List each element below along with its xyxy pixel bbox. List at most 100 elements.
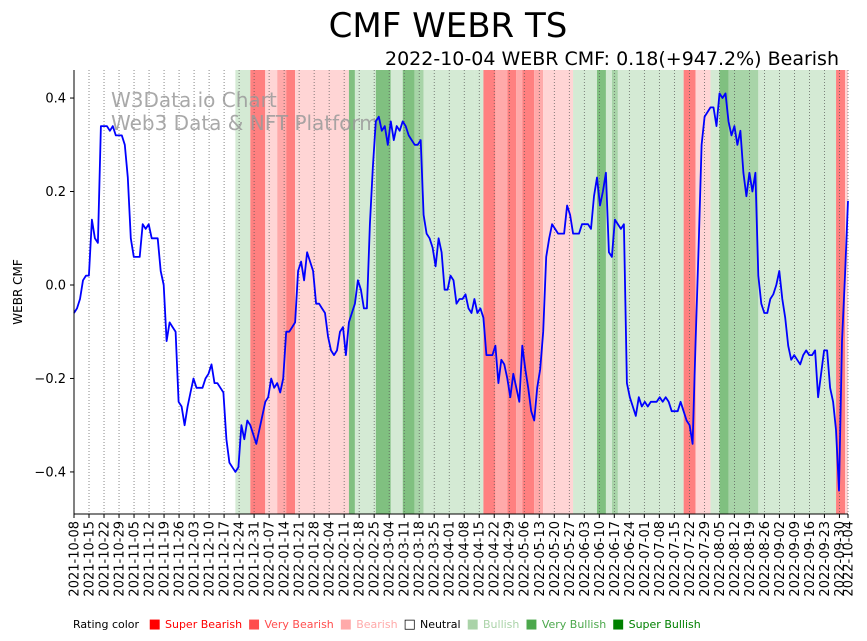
x-tick-label-49: 2022-09-16 xyxy=(803,521,818,597)
x-tick-label-52: 2022-10-04 xyxy=(842,521,857,597)
x-tick-label-32: 2022-05-20 xyxy=(548,521,563,597)
series-layer xyxy=(73,92,849,492)
x-tick-label-46: 2022-08-26 xyxy=(758,521,773,597)
rating-region-26 xyxy=(611,70,618,514)
x-ticks: 2021-10-08 2021-10-15 2021-10-22 2021-10-29… xyxy=(68,514,857,597)
legend-label: Super Bearish xyxy=(164,618,243,631)
legend-title: Rating color xyxy=(73,618,140,631)
y-ticks: 0.4 0.2 0.0 −0.2 −0.4 xyxy=(34,92,74,480)
legend-label: Very Bullish xyxy=(541,618,607,631)
x-gridlines xyxy=(73,70,849,514)
x-tick-label-51: 2022-09-30 xyxy=(833,521,848,597)
chart-title: CMF WEBR TS xyxy=(329,6,568,46)
x-tick-label-33: 2022-05-27 xyxy=(563,521,578,597)
x-tick-label-10: 2021-12-17 xyxy=(218,521,233,597)
x-tick-label-2: 2021-10-22 xyxy=(98,521,113,597)
legend-label: Bullish xyxy=(483,618,520,631)
watermark: W3Data.io Chart Web3 Data & NFT Platform xyxy=(111,88,379,135)
x-tick-label-0: 2021-10-08 xyxy=(68,521,83,597)
rating-region-34 xyxy=(836,70,846,514)
x-tick-label-8: 2021-12-03 xyxy=(188,521,203,597)
rating-region-30 xyxy=(710,70,720,514)
x-tick-label-7: 2021-11-26 xyxy=(173,521,188,597)
x-tick-label-24: 2022-03-25 xyxy=(428,521,443,597)
x-tick-label-35: 2022-06-10 xyxy=(593,521,608,597)
legend-item-very-bullish: ■ Very Bullish xyxy=(525,617,607,632)
x-tick-label-18: 2022-02-11 xyxy=(338,521,353,597)
x-tick-label-17: 2022-02-04 xyxy=(323,521,338,597)
y-tick-label-1: 0.2 xyxy=(45,185,66,200)
x-tick-label-14: 2022-01-14 xyxy=(278,521,293,597)
x-tick-label-50: 2022-09-23 xyxy=(818,521,833,597)
legend-label: Very Bearish xyxy=(264,618,334,631)
x-tick-label-40: 2022-07-15 xyxy=(668,521,683,597)
x-tick-label-22: 2022-03-11 xyxy=(398,521,413,597)
x-tick-label-47: 2022-09-02 xyxy=(773,521,788,597)
x-tick-label-4: 2021-11-05 xyxy=(128,521,143,597)
legend: Rating color ■ Super Bearish ■ Very Beari… xyxy=(73,617,707,632)
x-tick-label-21: 2022-03-04 xyxy=(383,521,398,597)
rating-region-10 xyxy=(390,70,403,514)
x-tick-label-38: 2022-07-01 xyxy=(638,521,653,597)
rating-region-27 xyxy=(617,70,684,514)
rating-region-1 xyxy=(235,70,251,514)
rating-region-29 xyxy=(695,70,711,514)
y-tick-label-0: 0.4 xyxy=(45,92,66,107)
rating-region-19 xyxy=(522,70,535,514)
x-tick-label-48: 2022-09-09 xyxy=(788,521,803,597)
legend-swatch-icon: ■ xyxy=(148,617,165,632)
legend-item-super-bearish: ■ Super Bearish xyxy=(148,617,243,632)
x-tick-label-31: 2022-05-13 xyxy=(533,521,548,597)
x-tick-label-1: 2021-10-15 xyxy=(83,521,98,597)
y-axis-label: WEBR CMF xyxy=(11,259,25,325)
x-tick-label-30: 2022-05-06 xyxy=(518,521,533,597)
rating-region-2 xyxy=(250,70,266,514)
rating-region-4 xyxy=(277,70,287,514)
x-tick-label-13: 2022-01-07 xyxy=(263,521,278,597)
x-tick-label-43: 2022-08-05 xyxy=(713,521,728,597)
x-tick-label-19: 2022-02-18 xyxy=(353,521,368,597)
x-tick-label-3: 2021-10-29 xyxy=(113,521,128,597)
legend-swatch-icon: ■ xyxy=(612,617,629,632)
x-tick-label-36: 2022-06-17 xyxy=(608,521,623,597)
x-tick-label-5: 2021-11-12 xyxy=(143,521,158,597)
chart-subtitle: 2022-10-04 WEBR CMF: 0.18(+947.2%) Beari… xyxy=(385,48,839,70)
x-tick-label-11: 2021-12-24 xyxy=(233,521,248,597)
x-tick-label-27: 2022-04-15 xyxy=(473,521,488,597)
rating-region-3 xyxy=(265,70,278,514)
rating-region-6 xyxy=(295,70,349,514)
y-tick-label-4: −0.4 xyxy=(34,465,66,480)
rating-region-7 xyxy=(348,70,355,514)
rating-region-17 xyxy=(507,70,517,514)
x-tick-label-23: 2022-03-18 xyxy=(413,521,428,597)
legend-item-neutral: □ Neutral xyxy=(403,617,461,632)
y-tick-label-2: 0.0 xyxy=(45,278,66,293)
rating-region-25 xyxy=(605,70,612,514)
legend-swatch-icon: ■ xyxy=(466,617,483,632)
rating-region-31 xyxy=(719,70,729,514)
legend-item-very-bearish: ■ Very Bearish xyxy=(248,617,334,632)
rating-region-18 xyxy=(516,70,523,514)
x-tick-label-42: 2022-07-29 xyxy=(698,521,713,597)
rating-regions xyxy=(235,70,848,514)
legend-swatch-icon: ■ xyxy=(339,617,357,632)
rating-region-5 xyxy=(286,70,296,514)
rating-region-22 xyxy=(573,70,589,514)
legend-swatch-icon: □ xyxy=(403,617,420,632)
rating-region-32 xyxy=(728,70,759,514)
x-tick-label-6: 2021-11-19 xyxy=(158,521,173,597)
x-tick-label-26: 2022-04-08 xyxy=(458,521,473,597)
rating-region-21 xyxy=(543,70,574,514)
legend-swatch-icon: ■ xyxy=(525,617,542,632)
rating-region-35 xyxy=(845,70,848,514)
rating-region-15 xyxy=(483,70,496,514)
y-tick-label-3: −0.2 xyxy=(34,372,66,387)
legend-swatch-icon: ■ xyxy=(248,617,265,632)
legend-item-bearish: ■ Bearish xyxy=(339,617,398,632)
x-tick-label-34: 2022-06-03 xyxy=(578,521,593,597)
x-tick-label-12: 2021-12-31 xyxy=(248,521,263,597)
x-tick-label-41: 2022-07-22 xyxy=(683,521,698,597)
x-tick-label-29: 2022-04-29 xyxy=(503,521,518,597)
x-tick-label-28: 2022-04-22 xyxy=(488,521,503,597)
